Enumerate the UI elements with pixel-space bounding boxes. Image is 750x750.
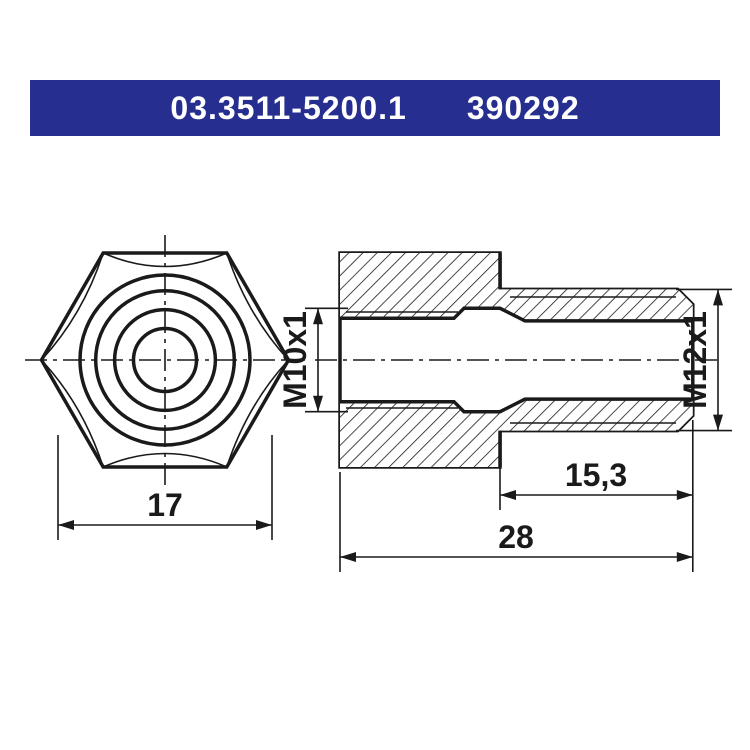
dim-thread-left: M10x1 — [277, 311, 313, 409]
technical-drawing: 03.3511-5200.1 390292 — [0, 0, 750, 750]
front-view: 17 — [25, 235, 305, 540]
dim-thread-right: M12x1 — [677, 311, 713, 409]
dim-total-length: 28 — [498, 519, 534, 555]
dim-hex-af: 17 — [147, 487, 183, 523]
side-view: M10x1 M12x1 15,3 28 — [277, 253, 732, 572]
dim-step-length: 15,3 — [565, 457, 627, 493]
drawing-svg: 17 — [0, 0, 750, 750]
